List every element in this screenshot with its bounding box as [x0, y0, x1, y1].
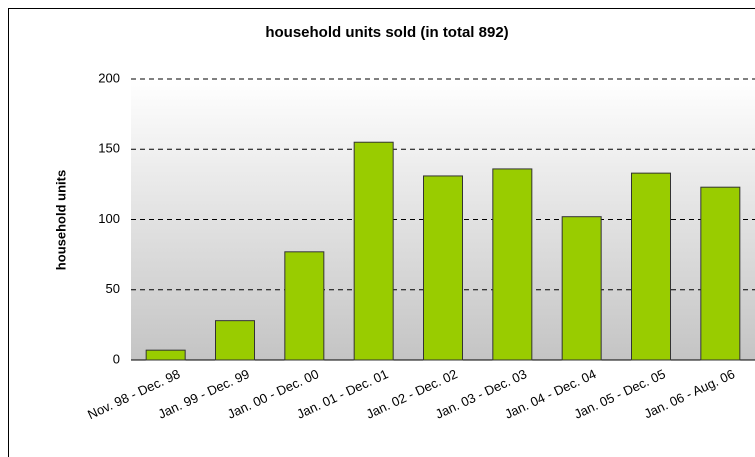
bar [215, 320, 255, 361]
y-tick-label: 50 [106, 281, 120, 296]
y-tick-label: 150 [98, 141, 120, 156]
bar [145, 349, 186, 361]
chart-title: household units sold (in total 892) [265, 24, 508, 41]
y-tick-label: 0 [113, 351, 120, 366]
y-axis-label: household units [53, 170, 68, 270]
bar [353, 141, 394, 361]
bar [492, 168, 533, 361]
y-tick-label: 200 [98, 70, 120, 85]
y-tick-label: 100 [98, 211, 120, 226]
bar [561, 216, 602, 361]
bar [631, 172, 671, 361]
bar [700, 186, 741, 361]
bar [284, 251, 325, 361]
bar [423, 175, 463, 361]
